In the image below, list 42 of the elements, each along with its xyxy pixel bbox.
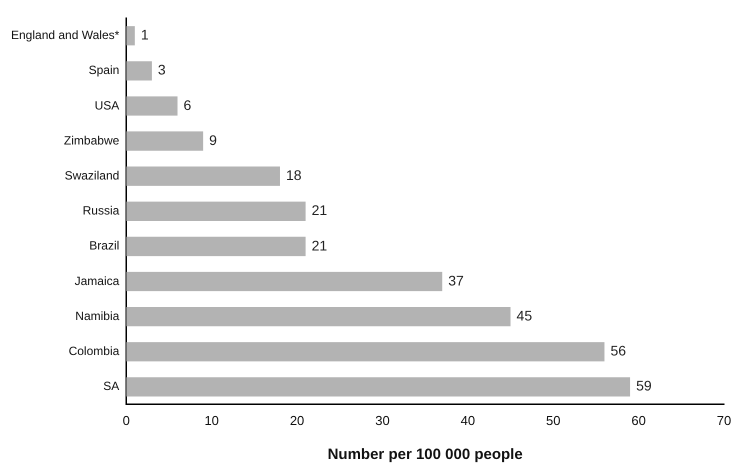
y-tick-label: Brazil [89,238,120,253]
y-tick-label: Swaziland [64,168,120,183]
y-tick-label: SA [103,379,120,394]
data-label: 59 [636,378,652,394]
y-tick-label: Zimbabwe [64,133,120,148]
bar [126,272,442,292]
data-label: 21 [312,237,328,254]
x-tick-label: 30 [375,412,390,428]
bar [126,166,280,186]
data-label: 18 [286,167,302,184]
data-label: 37 [448,272,464,288]
bar [126,202,306,221]
bar [126,306,511,326]
bar [126,236,306,256]
data-label: 6 [184,96,192,113]
x-tick-label: 60 [631,412,646,428]
x-tick-label: 10 [204,412,219,428]
bar [126,96,178,116]
y-tick-label: Colombia [68,344,120,358]
bar [126,131,204,151]
x-tick-label: 0 [122,412,130,428]
bar [126,26,135,46]
x-tick-label: 50 [546,412,560,428]
x-tick-label: 20 [290,412,304,428]
data-label: 56 [610,342,626,359]
data-label: 21 [312,202,328,218]
y-tick-label: England and Wales* [10,28,120,42]
y-tick-label: Jamaica [74,274,120,288]
bar [126,61,152,81]
data-label: 1 [140,26,149,43]
y-tick-label: Spain [88,63,120,78]
data-label: 45 [516,307,532,324]
data-label: 3 [158,62,166,78]
x-axis-title: Number per 100 000 people [328,446,523,464]
data-label: 9 [209,132,218,148]
y-tick-label: Russia [82,204,120,218]
bar [126,377,630,396]
y-tick-label: USA [94,98,120,112]
x-tick-label: 40 [460,412,476,428]
bar [126,342,604,362]
y-tick-label: Namibia [75,308,120,323]
x-tick-label: 70 [716,412,732,428]
